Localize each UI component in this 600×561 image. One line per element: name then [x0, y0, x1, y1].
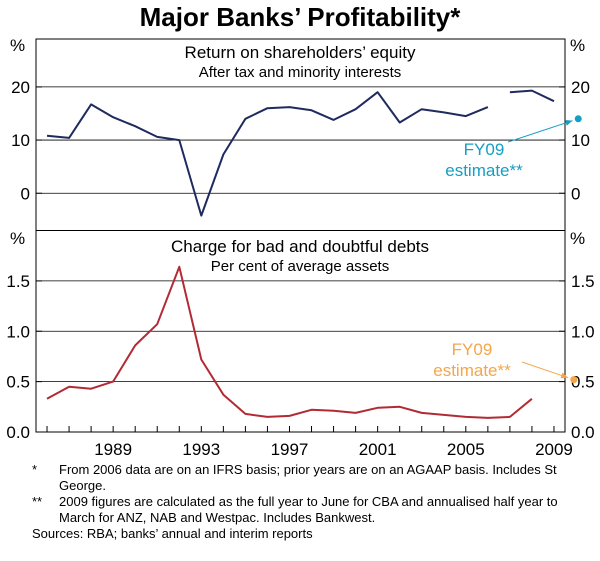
bad-debt-charge-y-label-left: 0.5 — [6, 373, 30, 392]
bad-debt-charge-y-label-left: 1.5 — [6, 272, 30, 291]
return-on-equity-y-label-left: 20 — [11, 78, 30, 97]
return-on-equity-estimate-arrow — [507, 120, 573, 143]
bad-debt-charge-estimate-arrow — [521, 361, 569, 379]
unit-label-top-left: % — [10, 36, 25, 55]
x-tick-label: 1989 — [94, 440, 132, 459]
x-tick-label: 2009 — [535, 440, 573, 459]
unit-label-top-right: % — [570, 36, 585, 55]
estimate-annotations: FY09 estimate** FY09 estimate** — [433, 115, 582, 384]
x-tick-label: 2001 — [359, 440, 397, 459]
return-on-equity-y-label-left: 0 — [21, 184, 30, 203]
footnote-1-text: From 2006 data are on an IFRS basis; pri… — [59, 462, 557, 493]
return-on-equity-y-label-left: 10 — [11, 131, 30, 150]
footnote-1: * From 2006 data are on an IFRS basis; p… — [32, 462, 592, 494]
footnotes: * From 2006 data are on an IFRS basis; p… — [32, 462, 592, 542]
return-on-equity-estimate-label-2: estimate** — [445, 161, 523, 180]
return-on-equity-y-label-right: 0 — [571, 184, 580, 203]
bad-debt-charge-y-label-left: 1.0 — [6, 322, 30, 341]
bad-debt-charge-y-label-right: 1.5 — [571, 272, 595, 291]
return-on-equity-estimate-arrowhead — [564, 120, 573, 126]
chart-title: Major Banks’ Profitability* — [140, 2, 462, 32]
footnote-2: ** 2009 figures are calculated as the fu… — [32, 494, 592, 526]
bad-debt-charge-estimate-label-2: estimate** — [433, 361, 511, 380]
bad-debt-charge-estimate-label-1: FY09 — [452, 340, 493, 359]
bad-debt-charge-y-label-right: 0.5 — [571, 373, 595, 392]
y-tick-labels: 0 0 10 10 20 20 0.0 0.0 0.5 0.5 1.0 1.0 1.5 1.5 — [6, 78, 594, 442]
return-on-equity-series-line — [46, 91, 489, 217]
bad-debt-charge-series-line — [46, 265, 533, 419]
baddebt-panel-subtitle: Per cent of average assets — [211, 258, 389, 275]
return-on-equity-series-line — [509, 89, 555, 103]
footnote-2-mark: ** — [32, 494, 43, 509]
return-on-equity-estimate-label-1: FY09 — [464, 140, 505, 159]
bad-debt-charge-y-label-left: 0.0 — [6, 423, 30, 442]
bad-debt-charge-estimate-point — [570, 376, 578, 384]
unit-label-bottom-left: % — [10, 229, 25, 248]
roe-panel-title: Return on shareholders’ equity — [185, 43, 416, 62]
roe-panel-subtitle: After tax and minority interests — [199, 64, 402, 81]
x-tick-label: 1997 — [271, 440, 309, 459]
bad-debt-charge-y-label-right: 1.0 — [571, 322, 595, 341]
x-tick-label: 2005 — [447, 440, 485, 459]
return-on-equity-y-label-right: 20 — [571, 78, 590, 97]
data-series — [46, 89, 555, 419]
sources-line: Sources: RBA; banks’ annual and interim … — [32, 526, 313, 541]
footnote-1-mark: * — [32, 462, 38, 477]
return-on-equity-estimate-point — [574, 115, 582, 123]
footnote-2-text: 2009 figures are calculated as the full … — [59, 494, 558, 525]
gridlines — [36, 86, 565, 383]
unit-label-bottom-right: % — [570, 229, 585, 248]
return-on-equity-y-label-right: 10 — [571, 131, 590, 150]
baddebt-panel-title: Charge for bad and doubtful debts — [171, 237, 429, 256]
bad-debt-charge-y-label-right: 0.0 — [571, 423, 595, 442]
bad-debt-charge-estimate-arrowhead — [560, 372, 569, 379]
x-tick-labels: 1989 1993 1997 2001 2005 2009 — [94, 440, 573, 459]
plot-frame — [35, 38, 566, 433]
x-tick-label: 1993 — [182, 440, 220, 459]
tick-marks — [36, 86, 565, 433]
